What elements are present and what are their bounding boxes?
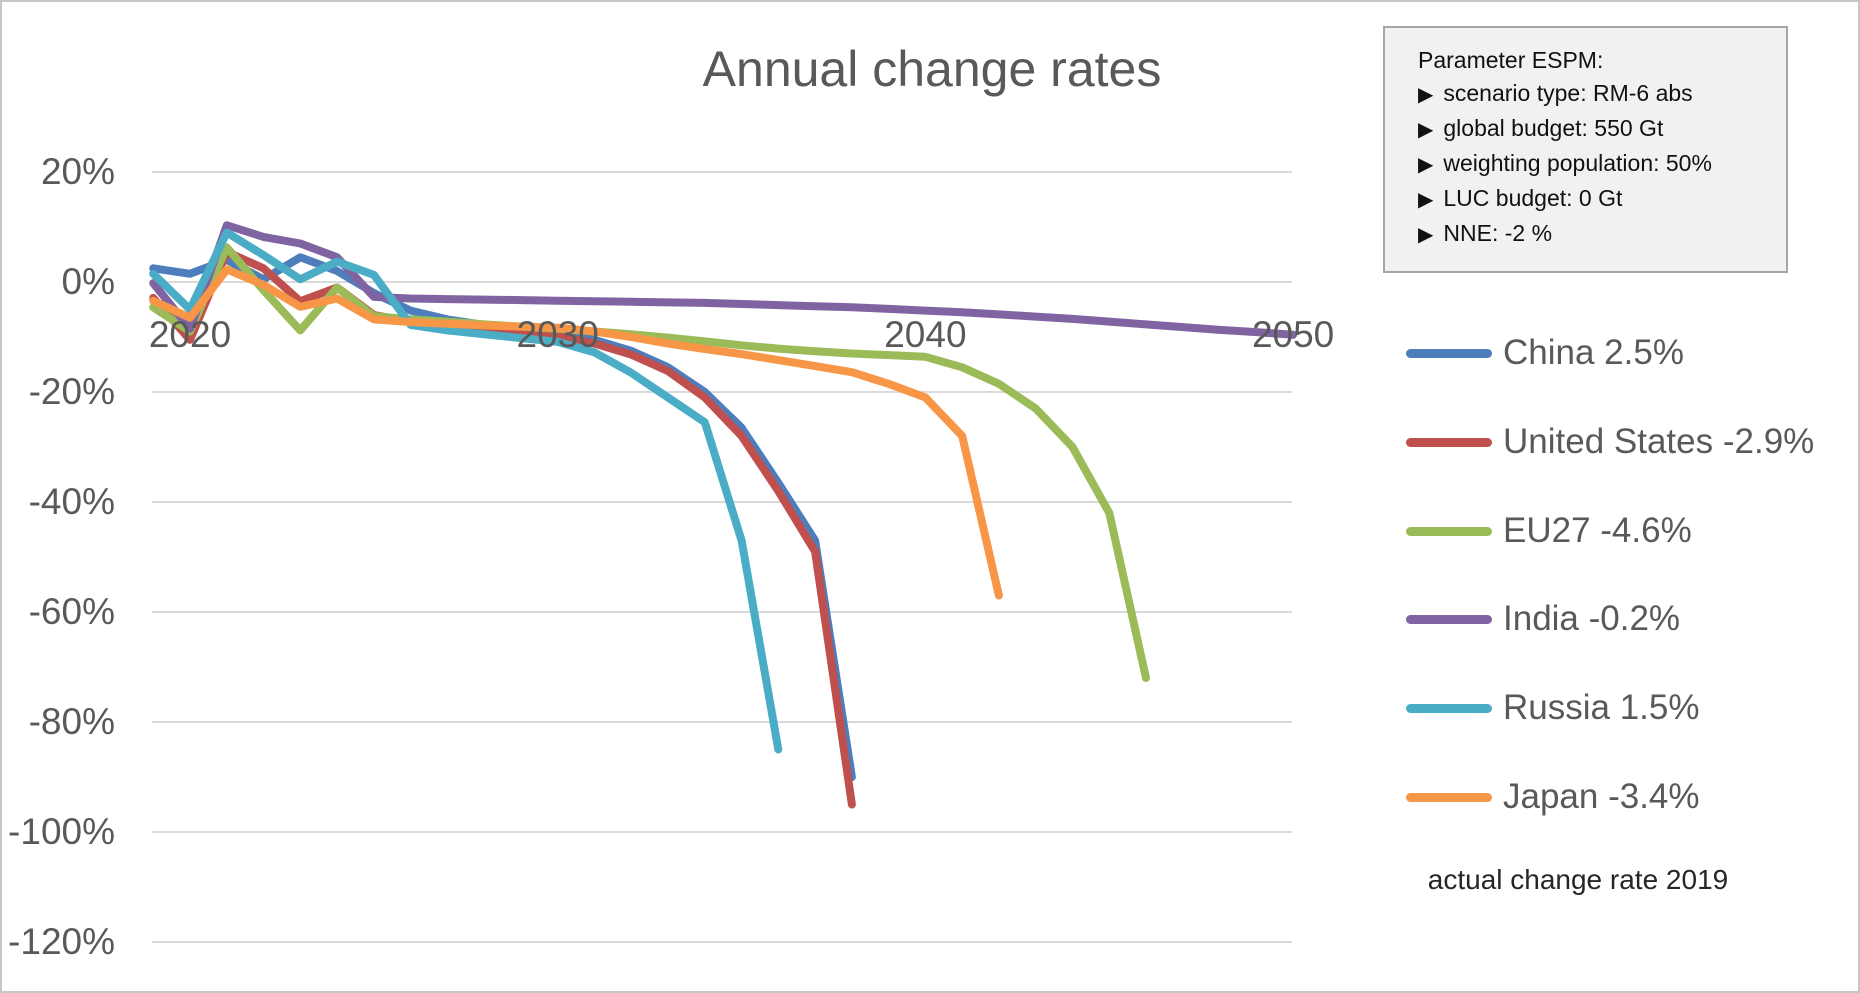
series-line-india bbox=[149, 221, 1298, 339]
x-axis-tick-label: 2040 bbox=[884, 314, 967, 355]
china-line-swatch-icon bbox=[1406, 348, 1492, 358]
legend-label: EU27 -4.6% bbox=[1503, 511, 1692, 550]
bullet-triangle-icon: ▶ bbox=[1418, 154, 1434, 176]
bullet-triangle-icon: ▶ bbox=[1418, 189, 1434, 211]
parameter-info-box: Parameter ESPM: ▶ scenario type: RM-6 abs… bbox=[1383, 26, 1788, 273]
legend-item-united-states: United States -2.9% bbox=[1406, 420, 1814, 464]
y-axis-tick-label: -100% bbox=[8, 811, 115, 852]
legend-label: Russia 1.5% bbox=[1503, 688, 1700, 727]
united-states-line-swatch-icon bbox=[1406, 437, 1492, 447]
legend-item-india: India -0.2% bbox=[1406, 597, 1680, 641]
y-axis-tick-label: -60% bbox=[28, 591, 115, 632]
parameter-item-luc-budget: ▶ LUC budget: 0 Gt bbox=[1418, 182, 1786, 217]
russia-line-swatch-icon bbox=[1406, 703, 1492, 713]
eu27-line-swatch-icon bbox=[1406, 526, 1492, 536]
bullet-triangle-icon: ▶ bbox=[1418, 119, 1434, 141]
legend-label: India -0.2% bbox=[1503, 599, 1681, 638]
legend-label: United States -2.9% bbox=[1503, 422, 1815, 461]
parameter-item-label: LUC budget: 0 Gt bbox=[1443, 185, 1623, 211]
y-axis-tick-label: -80% bbox=[28, 701, 115, 742]
bullet-triangle-icon: ▶ bbox=[1418, 224, 1434, 246]
legend-label: Japan -3.4% bbox=[1503, 777, 1700, 816]
x-axis-tick-label: 2030 bbox=[516, 314, 599, 355]
x-axis-tick-label: 2020 bbox=[148, 314, 232, 355]
japan-line-swatch-icon bbox=[1406, 792, 1492, 802]
horizontal-gridlines bbox=[152, 171, 1292, 943]
y-axis-tick-label: -20% bbox=[28, 371, 115, 412]
series-line-russia bbox=[149, 228, 783, 754]
y-axis-tick-label: 0% bbox=[61, 261, 115, 302]
series-line-japan bbox=[149, 265, 1003, 600]
series-line-united-states bbox=[149, 247, 856, 809]
parameter-item-label: weighting population: 50% bbox=[1443, 150, 1712, 176]
legend-footnote: actual change rate 2019 bbox=[1427, 864, 1729, 895]
bullet-triangle-icon: ▶ bbox=[1418, 84, 1434, 106]
y-axis-tick-label: 20% bbox=[40, 151, 115, 192]
legend-label: China 2.5% bbox=[1503, 333, 1684, 372]
x-axis-tick-label: 2050 bbox=[1251, 314, 1335, 355]
parameter-item-label: scenario type: RM-6 abs bbox=[1443, 80, 1693, 106]
parameter-box-title: Parameter ESPM: bbox=[1418, 47, 1604, 73]
data-series-lines bbox=[149, 221, 1298, 809]
legend-item-china: China 2.5% bbox=[1406, 331, 1684, 375]
parameter-item-label: NNE: -2 % bbox=[1443, 220, 1553, 246]
legend-item-russia: Russia 1.5% bbox=[1406, 686, 1699, 730]
legend-item-eu27: EU27 -4.6% bbox=[1406, 509, 1692, 553]
parameter-item-label: global budget: 550 Gt bbox=[1443, 115, 1664, 141]
india-line-swatch-icon bbox=[1406, 614, 1492, 624]
chart-title: Annual change rates bbox=[702, 41, 1162, 97]
series-line-eu27 bbox=[149, 243, 1150, 682]
parameter-item-weighting-population: ▶ weighting population: 50% bbox=[1418, 147, 1786, 182]
y-axis-tick-label: -120% bbox=[8, 921, 115, 962]
parameter-item-scenario-type: ▶ scenario type: RM-6 abs bbox=[1418, 77, 1786, 112]
y-axis-tick-label: -40% bbox=[28, 481, 115, 522]
parameter-item-global-budget: ▶ global budget: 550 Gt bbox=[1418, 112, 1786, 147]
parameter-item-nne: ▶ NNE: -2 % bbox=[1418, 217, 1786, 252]
legend-item-japan: Japan -3.4% bbox=[1406, 775, 1700, 819]
